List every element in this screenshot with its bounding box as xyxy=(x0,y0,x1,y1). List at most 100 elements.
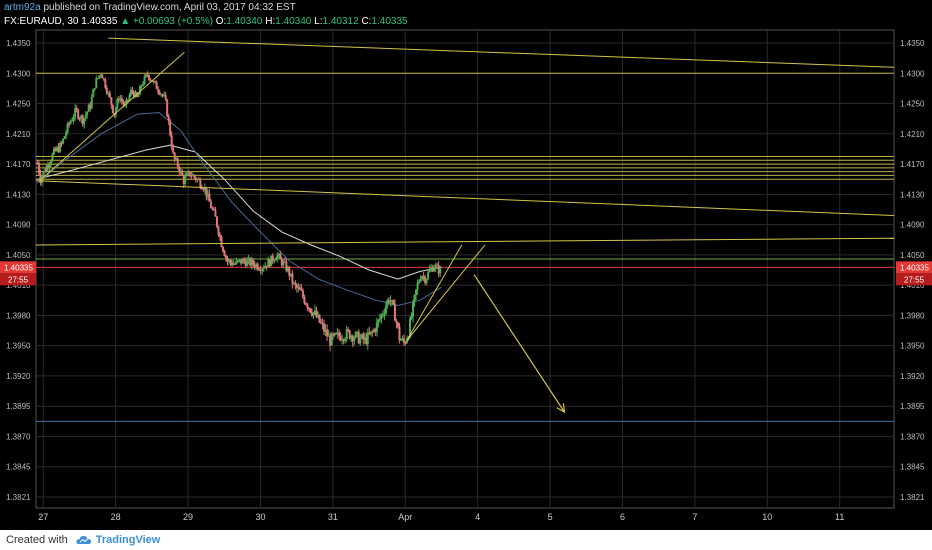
y-tick-label-right: 1.3895 xyxy=(900,402,925,411)
y-tick-label-right: 1.4250 xyxy=(900,100,925,109)
candle-up xyxy=(378,318,381,320)
candle-down xyxy=(256,264,259,270)
tradingview-logo[interactable]: TradingView xyxy=(76,534,160,546)
candle-down xyxy=(214,210,217,217)
candle-down xyxy=(368,332,371,335)
candle-up xyxy=(330,333,333,346)
candle-up xyxy=(137,94,140,97)
candle-down xyxy=(240,259,243,264)
candle-up xyxy=(62,138,65,144)
candle-up xyxy=(333,333,336,336)
candle-down xyxy=(188,171,191,176)
candle-down xyxy=(301,290,304,297)
candle-down xyxy=(243,259,246,262)
candle-down xyxy=(122,101,125,105)
y-tick-label-left: 1.4090 xyxy=(6,221,31,230)
author-link[interactable]: artm92a xyxy=(4,2,41,13)
candle-up xyxy=(87,104,90,112)
candle-up xyxy=(270,255,273,267)
candle-down xyxy=(288,267,291,276)
candle-down xyxy=(197,179,200,181)
y-tick-label-left: 1.3980 xyxy=(6,311,31,320)
candle-down xyxy=(161,94,164,96)
y-tick-label-left: 1.3870 xyxy=(6,432,31,441)
candle-down xyxy=(167,116,170,121)
candle-down xyxy=(280,258,283,266)
candle-up xyxy=(264,265,267,269)
candle-up xyxy=(356,331,359,333)
y-tick-label-left: 1.4350 xyxy=(6,39,31,48)
y-tick-label-right: 1.4090 xyxy=(900,221,925,230)
candle-up xyxy=(282,261,285,266)
candle-down xyxy=(75,108,78,110)
candle-down xyxy=(132,91,135,98)
candle-up xyxy=(235,260,238,264)
candle-up xyxy=(317,314,320,318)
candle-down xyxy=(295,284,298,288)
candle-up xyxy=(406,339,409,343)
y-tick-label-left: 1.4250 xyxy=(6,100,31,109)
moving-averages xyxy=(37,112,442,306)
x-tick-label: Apr xyxy=(398,512,412,522)
candle-down xyxy=(108,92,111,98)
candle-up xyxy=(383,313,386,315)
y-tick-label-right: 1.3920 xyxy=(900,372,925,381)
candle-up xyxy=(74,108,77,118)
candle-down xyxy=(176,158,179,167)
candle-up xyxy=(428,269,431,273)
candle-down xyxy=(202,189,205,191)
candle-down xyxy=(321,323,324,325)
candle-up xyxy=(152,81,155,83)
y-tick-label-left: 1.3920 xyxy=(6,372,31,381)
candle-up xyxy=(418,281,421,283)
candle-down xyxy=(105,87,108,94)
candle-down xyxy=(306,304,309,309)
candle-up xyxy=(90,97,93,109)
chart-grid xyxy=(35,29,895,509)
candle-down xyxy=(320,322,323,324)
candle-up xyxy=(399,339,402,341)
candle-up xyxy=(412,302,415,317)
candle-up xyxy=(80,115,83,119)
candle-down xyxy=(81,115,84,125)
candle-down xyxy=(221,246,224,252)
current-price-badge-left-bg xyxy=(0,261,36,274)
candle-down xyxy=(335,333,338,335)
candle-up xyxy=(40,176,43,183)
candle-up xyxy=(142,83,145,86)
candle-up xyxy=(261,269,264,272)
candle-up xyxy=(179,170,182,173)
candle-down xyxy=(351,335,354,342)
candle-up xyxy=(274,259,277,261)
candle-up xyxy=(114,108,117,116)
candle-down xyxy=(211,208,214,210)
price-chart[interactable]: 1.4350 1.4350 1.4300 1.4300 1.4250 1.4250 1.42… xyxy=(0,0,932,530)
candle-up xyxy=(203,187,206,190)
candle-down xyxy=(303,296,306,304)
candle-down xyxy=(37,162,40,174)
candle-down xyxy=(200,187,203,190)
candle-up xyxy=(401,338,404,340)
tradingview-cloud-icon xyxy=(76,536,91,544)
candle-down xyxy=(194,177,197,181)
x-tick-label: 6 xyxy=(620,512,625,522)
candle-down xyxy=(54,148,57,151)
y-tick-label-right: 1.4350 xyxy=(900,39,925,48)
candle-up xyxy=(410,316,413,319)
candle-down xyxy=(298,287,301,290)
candle-up xyxy=(84,115,87,119)
x-tick-label: 29 xyxy=(183,512,193,522)
y-tick-label-left: 1.3950 xyxy=(6,342,31,351)
candle-down xyxy=(164,94,167,100)
candle-up xyxy=(433,267,436,272)
candle-up xyxy=(237,260,240,262)
candle-up xyxy=(184,176,187,184)
candle-down xyxy=(68,123,71,125)
candle-down xyxy=(229,260,232,263)
candle-down xyxy=(315,310,318,318)
candle-up xyxy=(125,99,128,105)
candle-down xyxy=(205,187,208,197)
candle-up xyxy=(363,337,366,340)
candle-down xyxy=(78,118,81,120)
candle-up xyxy=(267,259,270,268)
